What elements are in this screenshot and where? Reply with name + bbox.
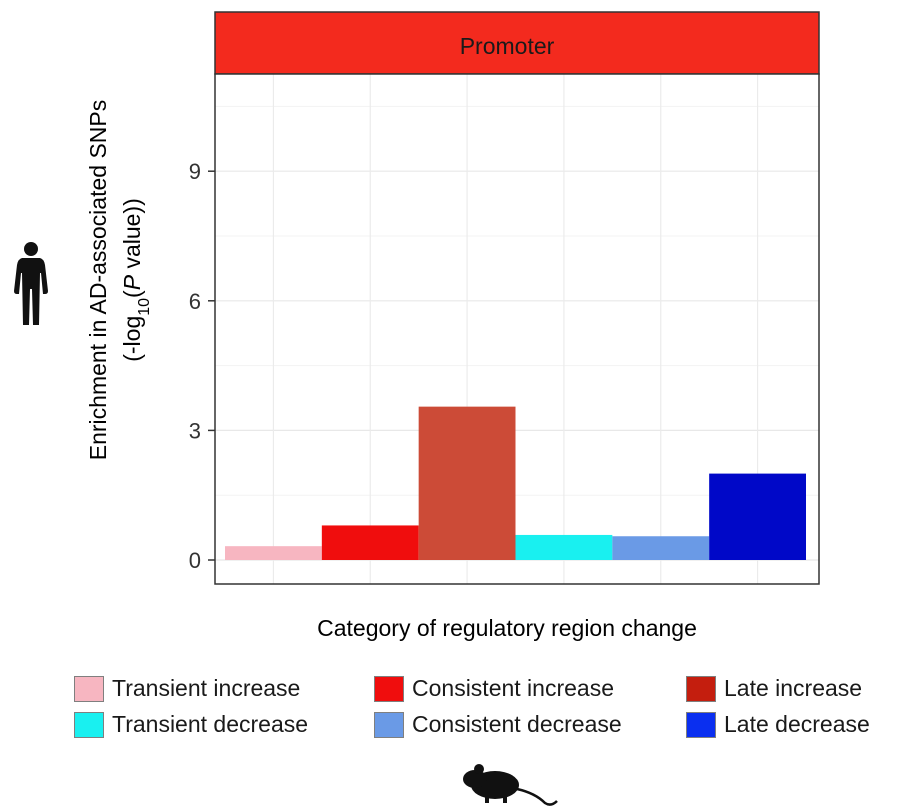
legend-swatch [74, 675, 104, 702]
y-axis-label-subscript: 10 [136, 298, 153, 316]
facet-label: Promoter [460, 33, 555, 59]
y-tick-label: 0 [189, 548, 201, 573]
bar-late-decrease [709, 473, 806, 560]
legend-swatch [374, 711, 404, 738]
bar-late-increase [418, 406, 516, 560]
facet-strip [214, 11, 820, 75]
legend-swatch [686, 675, 716, 702]
legend-item: Consistent increase [374, 675, 614, 702]
legend-item: Late increase [686, 675, 862, 702]
legend-item: Transient decrease [74, 711, 308, 738]
bar-consistent-decrease [612, 536, 710, 560]
legend-label: Late decrease [724, 711, 870, 737]
bar-consistent-increase [321, 525, 419, 560]
y-axis-label-italic: P [119, 274, 145, 290]
legend-swatch [686, 711, 716, 738]
legend-label: Late increase [724, 675, 863, 701]
legend-label: Transient decrease [112, 711, 309, 737]
legend-label: Consistent increase [412, 675, 614, 701]
y-ticks: 0 3 6 9 [189, 159, 215, 573]
y-axis-label-open: ( [119, 290, 145, 298]
panel-border [214, 73, 820, 585]
y-tick-label: 9 [189, 159, 201, 184]
legend: Transient increase Consistent increase Lat… [74, 675, 894, 755]
y-axis-label-suffix: value)) [119, 198, 145, 275]
bar-transient-decrease [515, 534, 613, 560]
x-axis-label: Category of regulatory region change [317, 615, 697, 641]
y-axis-label-prefix: (-log [119, 316, 145, 362]
bars-layer [225, 406, 806, 560]
y-axis-label-line2: (-log10(P value)) [119, 198, 153, 362]
legend-item: Late decrease [686, 711, 870, 738]
legend-item: Consistent decrease [374, 711, 622, 738]
legend-swatch [74, 711, 104, 738]
human-figure-icon [14, 242, 48, 325]
bar-transient-increase [225, 546, 322, 560]
y-axis-label-line1: Enrichment in AD-associated SNPs [85, 100, 111, 461]
y-tick-label: 3 [189, 418, 201, 443]
mouse-icon [463, 764, 558, 806]
y-tick-label: 6 [189, 289, 201, 314]
legend-item: Transient increase [74, 675, 300, 702]
legend-label: Transient increase [112, 675, 301, 701]
legend-swatch [374, 675, 404, 702]
legend-label: Consistent decrease [412, 711, 622, 737]
